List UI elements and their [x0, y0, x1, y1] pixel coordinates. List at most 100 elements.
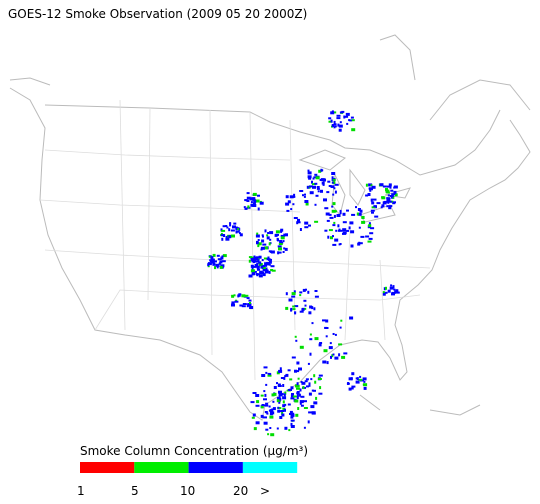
smoke-pixel	[256, 267, 260, 270]
legend-swatch	[134, 462, 189, 473]
smoke-pixel	[279, 393, 284, 396]
smoke-pixel	[266, 258, 271, 261]
smoke-pixel	[324, 326, 328, 329]
smoke-pixel	[290, 386, 294, 390]
smoke-pixel	[339, 211, 342, 215]
smoke-pixel	[270, 250, 275, 254]
smoke-pixel	[260, 248, 263, 251]
smoke-pixel	[230, 229, 235, 232]
smoke-pixel	[313, 307, 316, 311]
smoke-pixel	[290, 419, 295, 422]
smoke-pixel	[358, 226, 361, 229]
smoke-pixel	[248, 299, 252, 302]
smoke-pixel	[252, 413, 256, 417]
smoke-pixel	[260, 265, 264, 269]
smoke-pixel	[220, 234, 223, 237]
smoke-pixel	[303, 407, 308, 409]
smoke-pixel	[359, 375, 362, 378]
smoke-pixel	[270, 269, 274, 271]
smoke-pixel	[297, 218, 300, 222]
smoke-pixel	[311, 322, 314, 325]
smoke-pixel	[304, 226, 309, 229]
legend: Smoke Column Concentration (µg/m³) 1 5 10 2…	[77, 444, 308, 498]
smoke-pixel	[296, 361, 300, 365]
smoke-pixel	[351, 128, 356, 132]
smoke-pixel	[331, 110, 334, 113]
smoke-pixel	[267, 232, 270, 234]
smoke-pixel	[232, 225, 236, 229]
smoke-pixel	[368, 237, 373, 240]
smoke-pixel	[291, 393, 294, 395]
smoke-pixel	[221, 260, 226, 263]
smoke-pixel	[278, 369, 283, 373]
smoke-pixel	[238, 232, 241, 235]
smoke-pixel	[261, 234, 264, 237]
smoke-pixel	[290, 425, 295, 428]
smoke-pixel	[300, 395, 305, 398]
smoke-pixel	[331, 176, 334, 179]
smoke-pixel	[261, 239, 265, 243]
smoke-pixel	[342, 231, 347, 235]
smoke-pixel	[332, 178, 336, 181]
smoke-pixel	[393, 288, 396, 291]
smoke-pixel	[282, 240, 285, 243]
smoke-pixel	[249, 302, 251, 304]
smoke-pixel	[334, 238, 339, 242]
smoke-pixel	[266, 412, 269, 415]
smoke-pixel	[290, 422, 293, 425]
smoke-pixel	[278, 243, 283, 246]
smoke-pixel	[298, 393, 301, 397]
smoke-pixel	[322, 183, 325, 186]
smoke-pixel	[307, 362, 310, 365]
smoke-pixel	[386, 185, 391, 188]
smoke-pixel	[389, 286, 394, 290]
smoke-pixel	[252, 265, 256, 268]
smoke-pixel	[309, 191, 314, 195]
smoke-pixel	[248, 274, 253, 278]
smoke-pixel	[228, 235, 232, 239]
smoke-pixel	[332, 235, 334, 238]
smoke-pixel	[294, 311, 297, 314]
smoke-pixel	[334, 190, 337, 194]
smoke-pixel	[265, 383, 268, 386]
smoke-pixel	[348, 226, 351, 230]
smoke-pixel	[311, 389, 314, 392]
smoke-pixel	[390, 284, 393, 287]
smoke-pixel	[265, 371, 268, 374]
smoke-pixel	[385, 188, 388, 191]
smoke-pixel	[277, 251, 282, 254]
smoke-pixel	[280, 234, 285, 237]
smoke-pixel	[315, 396, 318, 400]
smoke-pixel	[314, 203, 317, 206]
smoke-pixel	[281, 410, 285, 412]
smoke-pixel	[299, 400, 304, 404]
smoke-pixel	[246, 196, 251, 200]
smoke-pixel	[362, 377, 367, 381]
legend-label: 5	[131, 484, 139, 498]
smoke-pixel	[322, 360, 327, 364]
smoke-pixel	[328, 185, 332, 187]
smoke-pixel	[284, 247, 288, 251]
smoke-pixel	[360, 235, 365, 238]
smoke-pixel	[269, 415, 274, 419]
smoke-pixel	[356, 212, 359, 216]
legend-swatch	[242, 462, 298, 473]
smoke-pixel	[370, 227, 375, 230]
smoke-pixel	[308, 311, 312, 315]
smoke-pixel	[391, 193, 396, 196]
smoke-pixel	[343, 352, 348, 355]
smoke-pixel	[308, 177, 312, 180]
smoke-pixel	[350, 377, 353, 380]
smoke-pixel	[348, 119, 351, 122]
smoke-pixel	[251, 416, 255, 419]
smoke-pixel	[214, 266, 216, 270]
smoke-pixel	[266, 236, 270, 240]
smoke-pixel	[392, 195, 395, 199]
smoke-pixel	[266, 262, 270, 265]
smoke-pixel	[281, 411, 284, 415]
smoke-pixel	[300, 404, 304, 407]
smoke-pixel	[256, 265, 260, 268]
smoke-pixel	[242, 303, 247, 305]
smoke-pixel	[310, 378, 313, 381]
smoke-pixel	[271, 269, 276, 272]
